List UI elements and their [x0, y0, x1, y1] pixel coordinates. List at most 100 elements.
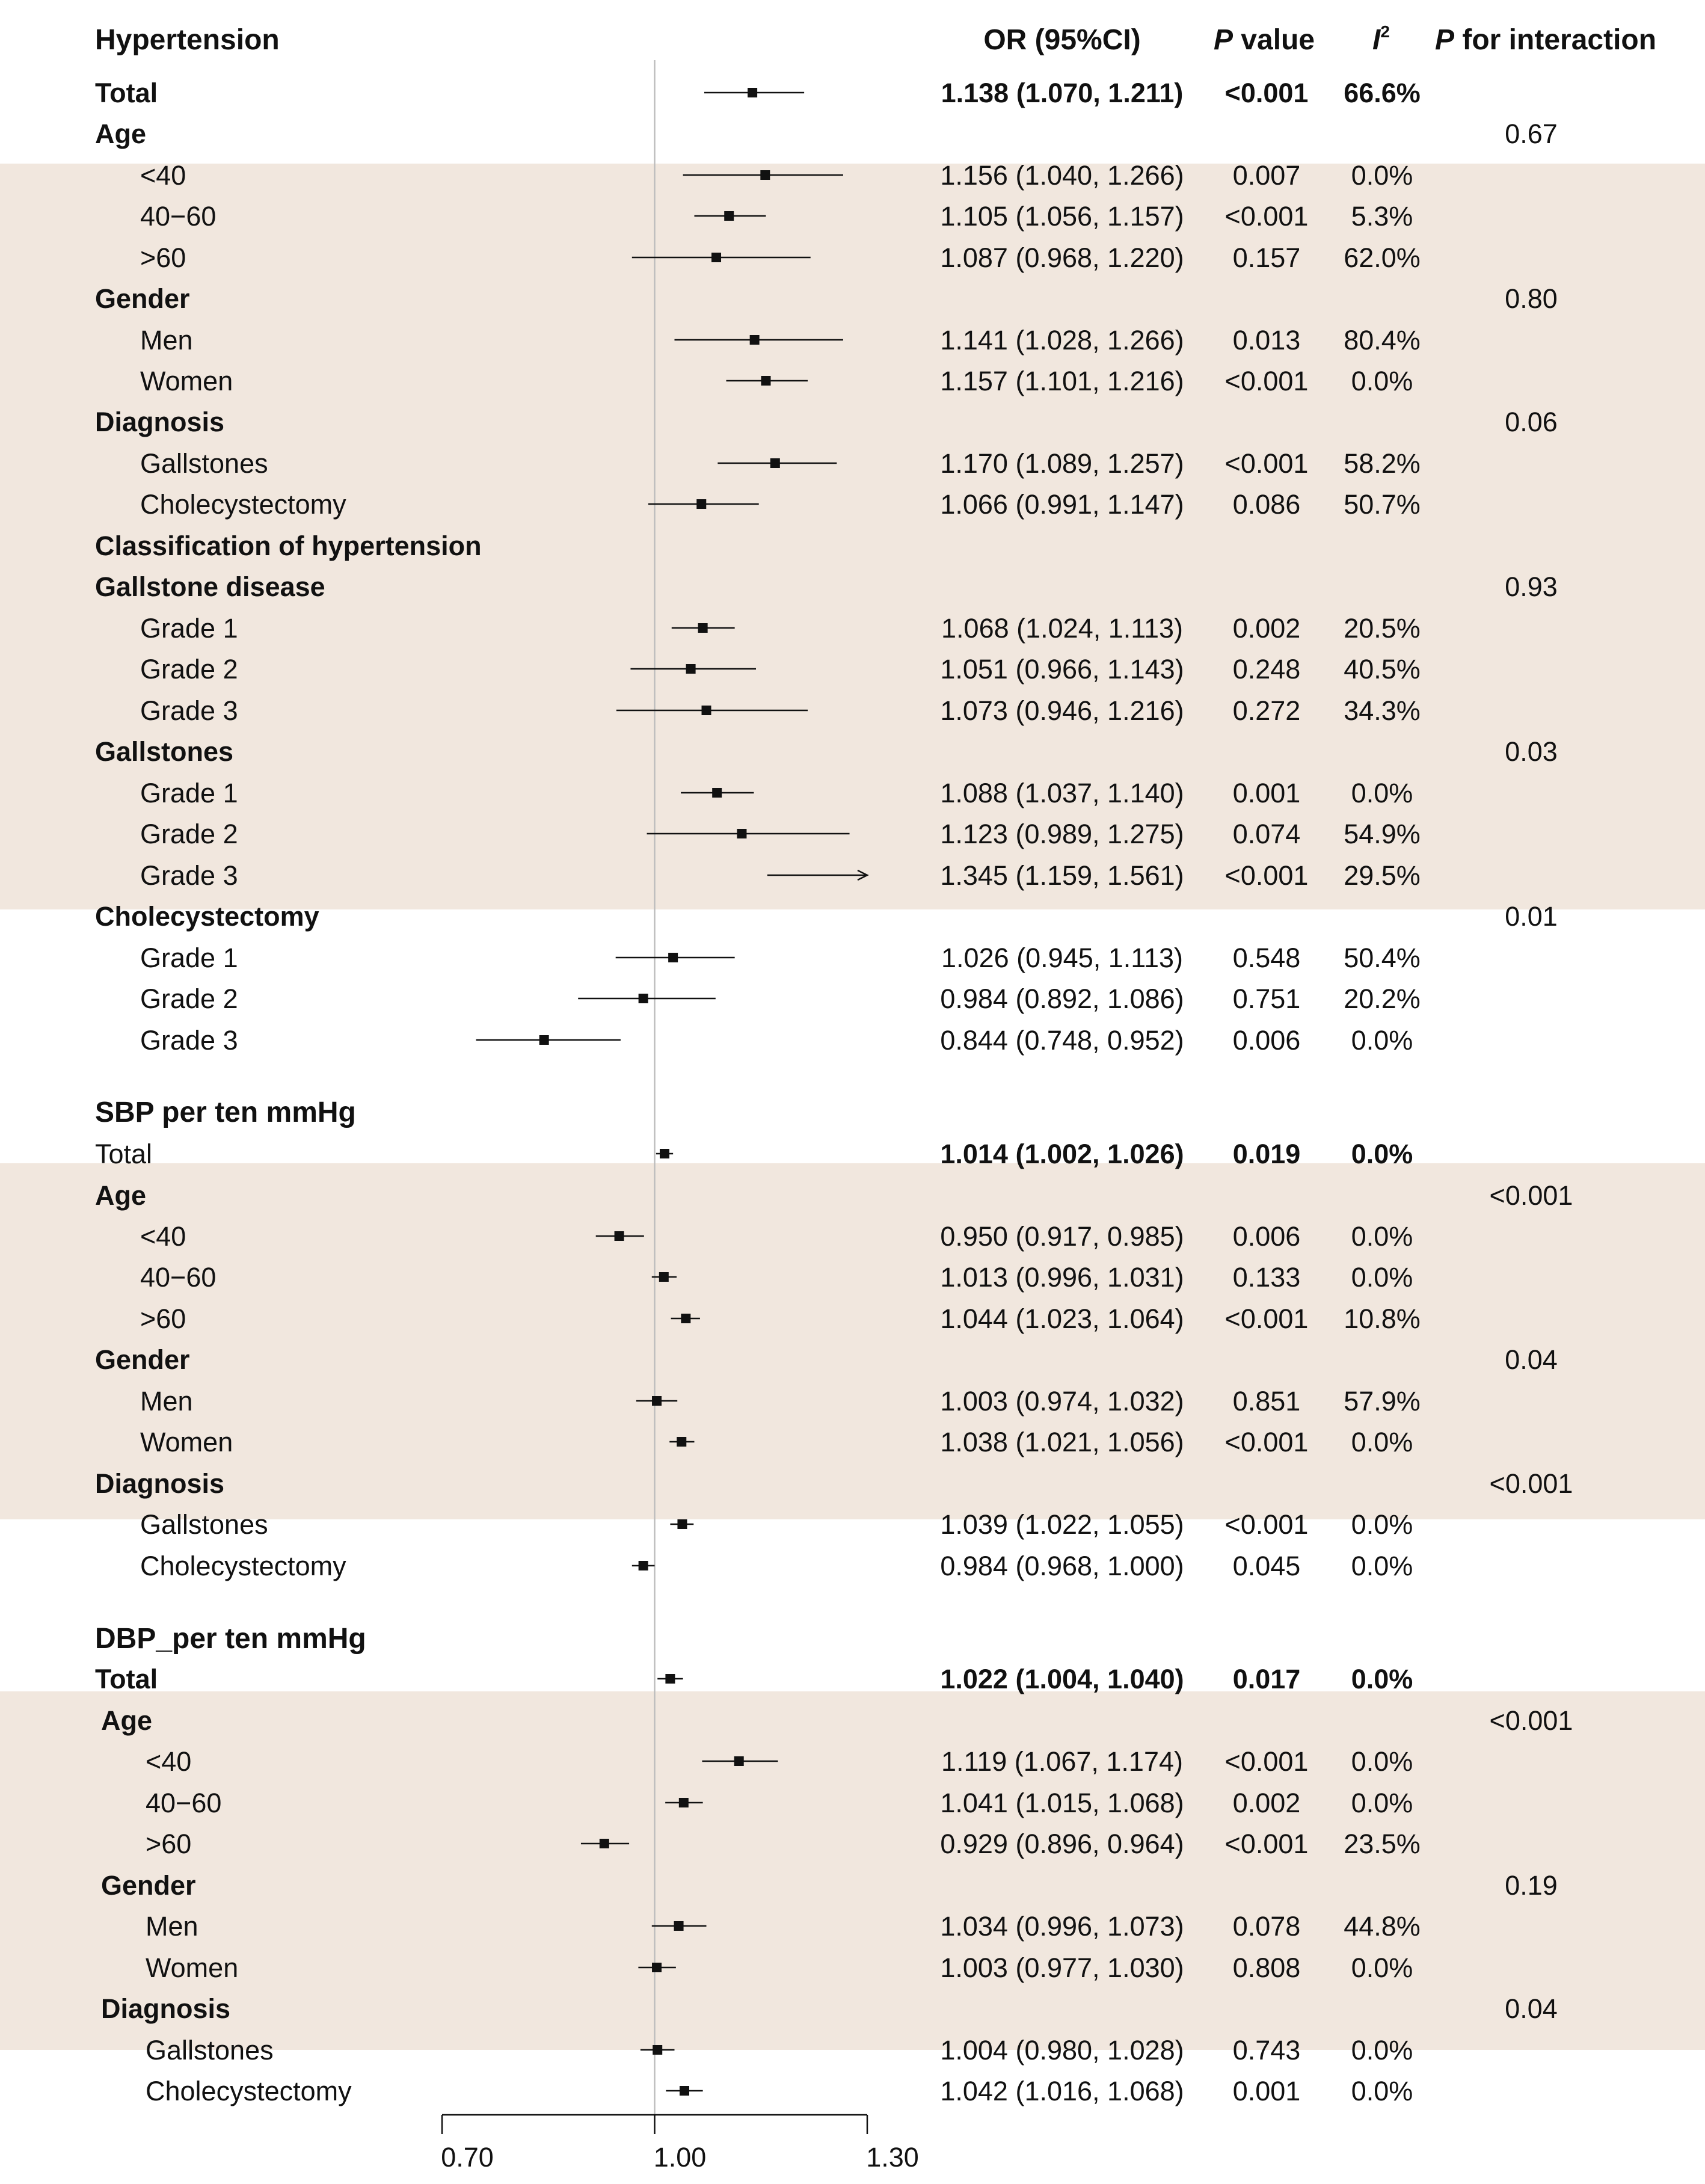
or-ci-text: 1.039 (1.022, 1.055): [940, 1509, 1184, 1540]
or-ci-text: 1.014 (1.002, 1.026): [940, 1139, 1184, 1169]
p-value-text: <0.001: [1225, 366, 1309, 396]
p-interaction-text: 0.93: [1505, 571, 1558, 602]
or-ci-text: 1.004 (0.980, 1.028): [940, 2035, 1184, 2066]
forest-row: <40 1.156 (1.040, 1.266) 0.007 0.0%: [140, 160, 1413, 191]
forest-row: Cholecystectomy 1.042 (1.016, 1.068) 0.001…: [146, 2076, 1413, 2106]
point-estimate: [652, 1396, 662, 1406]
or-ci-text: 1.141 (1.028, 1.266): [940, 325, 1184, 355]
or-ci-text: 1.044 (1.023, 1.064): [940, 1303, 1184, 1334]
forest-row: >60 1.044 (1.023, 1.064) <0.001 10.8%: [140, 1303, 1421, 1334]
p-interaction-text: 0.80: [1505, 283, 1558, 314]
p-value-text: <0.001: [1225, 1746, 1309, 1777]
point-estimate: [659, 1149, 669, 1158]
or-column-header: OR (95%CI): [983, 24, 1140, 56]
row-label: Grade 3: [140, 695, 238, 726]
p-value-text: 0.086: [1233, 489, 1301, 520]
i2-text: 0.0%: [1351, 160, 1413, 191]
row-label: Gender: [95, 283, 190, 314]
i2-text: 40.5%: [1344, 654, 1421, 684]
or-ci-text: 1.119 (1.067, 1.174): [941, 1746, 1183, 1777]
or-ci-text: 1.170 (1.089, 1.257): [940, 448, 1184, 479]
point-estimate: [679, 2086, 689, 2096]
x-axis: 0.70 1.00 1.30: [441, 2114, 919, 2173]
forest-row: Gender 0.80: [95, 283, 1558, 314]
forest-row: Age <0.001: [101, 1705, 1573, 1736]
i2-text: 0.0%: [1351, 1746, 1413, 1777]
i2-text: 0.0%: [1351, 2076, 1413, 2106]
row-label: Grade 1: [140, 943, 238, 973]
forest-row: Grade 1 1.068 (1.024, 1.113) 0.002 20.5%: [140, 613, 1421, 644]
i2-text: 0.0%: [1351, 1664, 1413, 1694]
forest-row: Women 1.157 (1.101, 1.216) <0.001 0.0%: [140, 366, 1413, 396]
row-label: Grade 1: [140, 613, 238, 644]
p-value-text: 0.001: [1233, 2076, 1301, 2106]
p-interaction-text: 0.03: [1505, 736, 1558, 767]
forest-row: Grade 2 1.051 (0.966, 1.143) 0.248 40.5%: [140, 654, 1421, 684]
row-label: Grade 3: [140, 860, 238, 891]
or-ci-text: 1.042 (1.016, 1.068): [940, 2076, 1184, 2106]
row-label: Men: [140, 1386, 193, 1417]
row-label: Women: [146, 1952, 238, 1983]
forest-row: 40−60 1.013 (0.996, 1.031) 0.133 0.0%: [140, 1262, 1413, 1293]
point-estimate: [659, 1272, 669, 1282]
p-interaction-text: 0.67: [1505, 118, 1558, 149]
or-ci-text: 1.157 (1.101, 1.216): [940, 366, 1184, 396]
forest-row: Women 1.038 (1.021, 1.056) <0.001 0.0%: [140, 1427, 1413, 1457]
row-label: 40−60: [140, 201, 216, 232]
p-value-text: 0.743: [1233, 2035, 1301, 2066]
point-estimate: [677, 1519, 687, 1529]
i2-text: 0.0%: [1351, 1788, 1413, 1818]
i2-text: 10.8%: [1344, 1303, 1421, 1334]
p-value-text: 0.157: [1233, 242, 1301, 273]
column-header: Hypertension OR (95%CI) P value I2 P for…: [95, 22, 1656, 56]
forest-row: Grade 1 1.026 (0.945, 1.113) 0.548 50.4%: [140, 943, 1421, 973]
or-ci-text: 1.038 (1.021, 1.056): [940, 1427, 1184, 1457]
forest-row: <40 0.950 (0.917, 0.985) 0.006 0.0%: [140, 1221, 1413, 1252]
background-bands: [0, 164, 1705, 2050]
p-value-text: 0.002: [1233, 1788, 1301, 1818]
forest-row: Men 1.034 (0.996, 1.073) 0.078 44.8%: [146, 1911, 1421, 1942]
or-ci-text: 1.003 (0.974, 1.032): [940, 1386, 1184, 1417]
i2-text: 66.6%: [1344, 78, 1421, 108]
row-label: <40: [140, 160, 186, 191]
point-estimate: [724, 211, 734, 221]
i2-text: 50.7%: [1344, 489, 1421, 520]
i2-column-header: I2: [1372, 22, 1390, 56]
p-interaction-text: 0.04: [1505, 1344, 1558, 1375]
forest-row: Diagnosis <0.001: [95, 1468, 1573, 1499]
p-value-text: 0.002: [1233, 613, 1301, 644]
p-interaction-text: <0.001: [1490, 1468, 1573, 1499]
p-value-text: 0.548: [1233, 943, 1301, 973]
p-interaction-text: <0.001: [1490, 1180, 1573, 1211]
point-estimate: [665, 1674, 675, 1684]
point-estimate: [737, 829, 747, 838]
or-ci-text: 1.345 (1.159, 1.561): [940, 860, 1184, 891]
p-interaction-text: 0.19: [1505, 1870, 1558, 1901]
i2-text: 44.8%: [1344, 1911, 1421, 1942]
row-label: Total: [95, 1664, 158, 1694]
row-label: Diagnosis: [101, 1993, 230, 2024]
or-ci-text: 1.013 (0.996, 1.031): [940, 1262, 1184, 1293]
i2-text: 23.5%: [1344, 1829, 1421, 1859]
point-estimate: [696, 499, 707, 509]
row-label: Grade 2: [140, 983, 238, 1014]
p-interaction-text: 0.04: [1505, 1993, 1558, 2024]
i2-text: 20.5%: [1344, 613, 1421, 644]
point-estimate: [653, 2045, 663, 2055]
point-estimate: [749, 335, 760, 345]
forest-row: Gender 0.19: [101, 1870, 1558, 1901]
point-estimate: [712, 788, 722, 798]
row-label: Grade 2: [140, 819, 238, 849]
p-interaction-text: 0.06: [1505, 407, 1558, 437]
or-ci-text: 0.984 (0.892, 1.086): [940, 983, 1184, 1014]
forest-row: Cholecystectomy 0.01: [95, 901, 1558, 932]
forest-row: <40 1.119 (1.067, 1.174) <0.001 0.0%: [146, 1746, 1413, 1777]
p-interaction-column-header: P for interaction: [1435, 24, 1656, 56]
row-label: Classification of hypertension: [95, 531, 482, 561]
or-ci-text: 1.026 (0.945, 1.113): [941, 943, 1183, 973]
i2-text: 29.5%: [1344, 860, 1421, 891]
row-label: 40−60: [146, 1788, 221, 1818]
row-label: Grade 1: [140, 778, 238, 808]
forest-row: DBP_per ten mmHg: [95, 1623, 366, 1655]
